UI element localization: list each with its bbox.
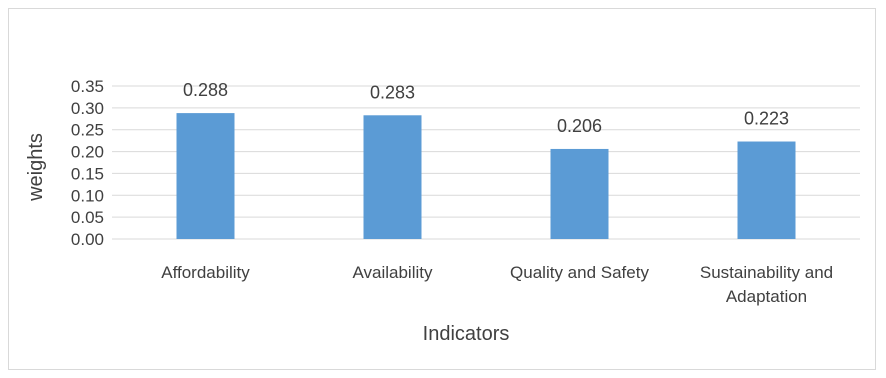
category-labels: Affordability Availability Quality and Saf… [161,263,833,306]
bar [176,113,235,239]
bar [363,115,422,239]
bars [176,113,796,239]
data-label: 0.206 [557,116,602,136]
data-label: 0.283 [370,82,415,102]
category-label: Sustainability and Adaptation [700,263,833,306]
y-tick-label: 0.15 [71,164,104,183]
y-tick-labels: 0.00 0.05 0.10 0.15 0.20 0.25 0.30 0.35 [71,77,104,249]
bar [737,141,796,239]
category-label: Quality and Safety [510,263,649,282]
y-tick-label: 0.20 [71,143,104,162]
bar [550,148,609,239]
data-label: 0.288 [183,80,228,100]
data-label: 0.223 [744,109,789,129]
chart-frame [8,8,876,370]
x-axis-title: Indicators [423,323,510,345]
data-labels: 0.288 0.283 0.206 0.223 [183,80,789,136]
y-tick-label: 0.00 [71,230,104,249]
y-tick-label: 0.30 [71,99,104,118]
y-tick-label: 0.05 [71,208,104,227]
category-label: Affordability [161,263,250,282]
category-label: Availability [352,263,433,282]
gridlines [112,85,860,240]
y-tick-label: 0.25 [71,121,104,140]
y-tick-label: 0.35 [71,77,104,96]
y-axis-title: weights [25,133,47,202]
y-tick-label: 0.10 [71,186,104,205]
